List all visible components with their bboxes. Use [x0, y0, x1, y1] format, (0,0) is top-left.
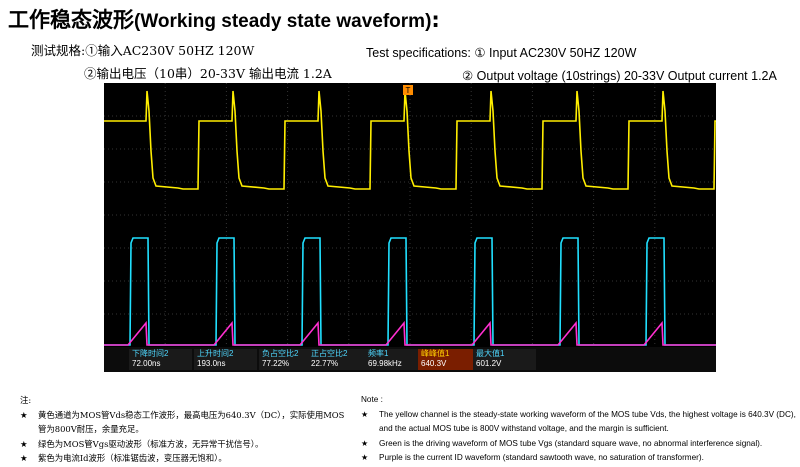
trigger-marker-label: T	[406, 86, 411, 95]
notes-en: Note : ★ The yellow channel is the steady…	[361, 393, 796, 466]
measurement-item: 负占空比2 77.22%	[259, 349, 322, 370]
measurement-label: 负占空比2	[262, 349, 299, 358]
measurement-label: 频率1	[368, 349, 389, 358]
title-en: (Working steady state waveform)	[134, 11, 432, 32]
title-colon: :	[431, 8, 440, 32]
spec-en-line2: ② Output voltage (10strings) 20-33V Outp…	[462, 69, 777, 83]
vds-waveform-yellow	[104, 90, 716, 190]
measurement-item: 峰峰值1 640.3V	[418, 349, 481, 370]
note-cn-item: ★ 绿色为MOS管Vgs驱动波形（标准方波，无异常干扰信号）。	[20, 437, 350, 452]
measurement-value: 72.00ns	[132, 359, 161, 368]
star-icon: ★	[361, 409, 369, 419]
measurement-label: 上升时间2	[197, 349, 234, 358]
measurement-value: 69.98kHz	[368, 359, 402, 368]
star-icon: ★	[20, 409, 28, 420]
title-cn: 工作稳态波形	[8, 8, 134, 32]
note-cn-text: 黄色通道为MOS管Vds稳态工作波形，最高电压为640.3V（DC），实际使用M…	[38, 409, 345, 435]
note-cn-text: 绿色为MOS管Vgs驱动波形（标准方波，无异常干扰信号）。	[38, 438, 264, 449]
star-icon: ★	[361, 438, 369, 448]
measurement-label: 最大值1	[476, 349, 505, 358]
measurement-item: 最大值1 601.2V	[473, 349, 536, 370]
measurement-value: 22.77%	[311, 359, 339, 368]
notes-en-heading: Note :	[361, 395, 383, 404]
measurement-value: 193.0ns	[197, 359, 226, 368]
star-icon: ★	[20, 438, 28, 449]
id-waveform-magenta	[104, 320, 716, 346]
measurement-item: 上升时间2 193.0ns	[194, 349, 257, 370]
note-en-item: ★ Green is the driving waveform of MOS tu…	[361, 437, 796, 452]
measurement-item: 频率1 69.98kHz	[365, 349, 428, 370]
measurement-item: 下降时间2 72.00ns	[129, 349, 192, 370]
spec-cn-line2: ②输出电压（10串）20-33V 输出电流 1.2A	[84, 66, 332, 81]
trigger-marker-icon	[403, 85, 413, 95]
spec-cn-line1: 测试规格:①输入AC230V 50HZ 120W	[31, 43, 255, 58]
note-cn-item: ★ 黄色通道为MOS管Vds稳态工作波形，最高电压为640.3V（DC），实际使用…	[20, 408, 350, 437]
note-en-text: Green is the driving waveform of MOS tub…	[379, 438, 763, 448]
measurement-value: 640.3V	[421, 359, 447, 368]
notes-cn: 注: ★ 黄色通道为MOS管Vds稳态工作波形，最高电压为640.3V（DC），实…	[20, 393, 350, 466]
measurement-bar: 下降时间2 72.00ns 上升时间2 193.0ns 负占空比2 77.22% 正占空比2…	[104, 347, 716, 372]
measurement-label: 下降时间2	[132, 349, 169, 358]
oscilloscope-screenshot: T 下降时间2 72.00ns 上升时间2 193.0ns 负占空比2 77.22% 正占空…	[104, 83, 716, 372]
note-cn-text: 紫色为电流Id波形（标准锯齿波，变压器无饱和）。	[38, 453, 227, 464]
waveform-display: T	[104, 83, 716, 347]
measurement-label: 正占空比2	[311, 349, 348, 358]
star-icon: ★	[361, 453, 369, 463]
measurement-item: 正占空比2 22.77%	[308, 349, 371, 370]
spec-en-line1: Test specifications: ① Input AC230V 50HZ…	[366, 46, 637, 60]
note-en-item: ★ The yellow channel is the steady-state …	[361, 408, 796, 437]
note-cn-item: ★ 紫色为电流Id波形（标准锯齿波，变压器无饱和）。	[20, 451, 350, 466]
note-en-text: The yellow channel is the steady-state w…	[379, 409, 796, 434]
measurement-label: 峰峰值1	[421, 349, 450, 358]
notes-cn-heading: 注:	[20, 395, 32, 405]
star-icon: ★	[20, 453, 28, 464]
note-en-item: ★ Purple is the current ID waveform (stan…	[361, 451, 796, 466]
note-en-text: Purple is the current ID waveform (stand…	[379, 453, 704, 463]
measurement-value: 601.2V	[476, 359, 502, 368]
measurement-value: 77.22%	[262, 359, 290, 368]
page-title: 工作稳态波形(Working steady state waveform):	[8, 4, 440, 34]
